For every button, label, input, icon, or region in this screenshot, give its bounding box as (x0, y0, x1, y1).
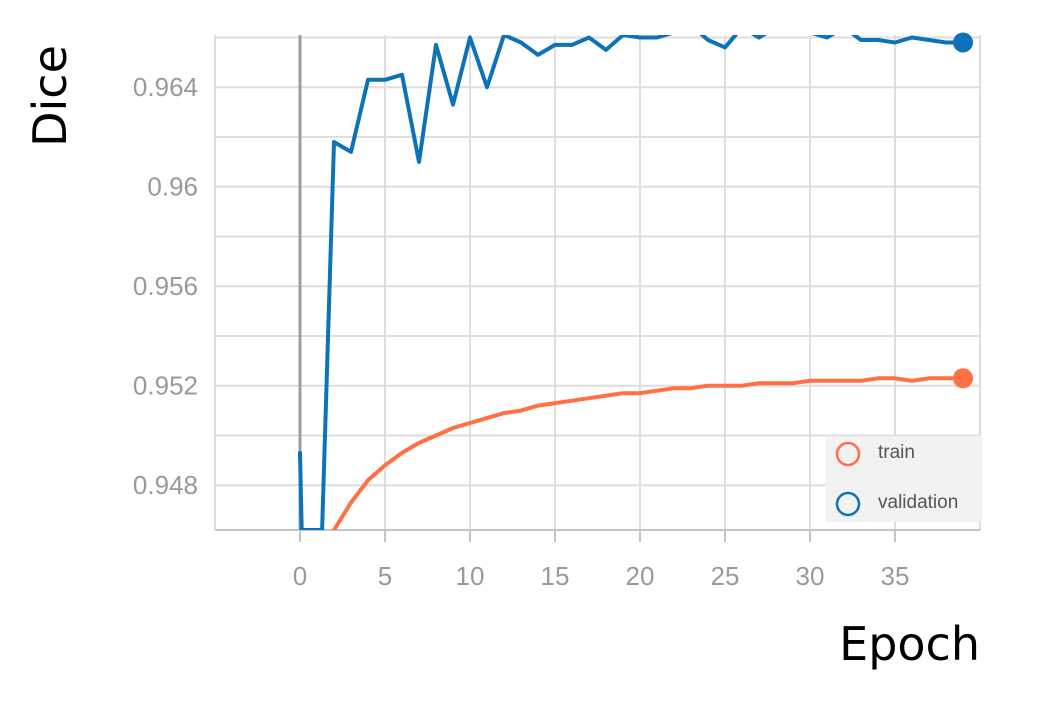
x-axis-title: Epoch (839, 617, 980, 671)
y-tick-label: 0.956 (133, 271, 198, 301)
series-end-point-train[interactable] (953, 368, 973, 389)
series-line-train (332, 376, 965, 530)
legend-train-swatch[interactable] (835, 441, 861, 467)
legend-train-label: train (878, 442, 915, 463)
legend-background (826, 436, 982, 522)
y-tick-label: 0.964 (133, 72, 198, 102)
grid-lines (214, 35, 981, 530)
series-end-point-validation[interactable] (953, 32, 973, 53)
x-tick-label: 5 (378, 561, 392, 591)
y-tick-label: 0.948 (133, 470, 198, 500)
x-tick-label: 15 (541, 561, 570, 591)
series-end-markers (953, 32, 973, 389)
x-tick-label: 0 (293, 561, 307, 591)
x-tick-label: 25 (711, 561, 740, 591)
x-tick-label: 30 (796, 561, 825, 591)
legend: train validation (826, 436, 982, 522)
x-tick-label: 10 (456, 561, 485, 591)
y-tick-labels: 0.948 0.952 0.956 0.96 0.964 (133, 72, 198, 500)
legend-validation-swatch[interactable] (835, 491, 861, 517)
x-tick-label: 20 (626, 561, 655, 591)
series-layer (298, 35, 965, 530)
y-axis-title: Dice (23, 45, 77, 147)
y-tick-label: 0.96 (147, 172, 198, 202)
legend-validation-label: validation (878, 492, 958, 513)
series-line-validation (298, 35, 965, 530)
y-tick-label: 0.952 (133, 371, 198, 401)
x-tick-labels: 0 5 10 15 20 25 30 35 (293, 530, 910, 591)
x-tick-label: 35 (881, 561, 910, 591)
